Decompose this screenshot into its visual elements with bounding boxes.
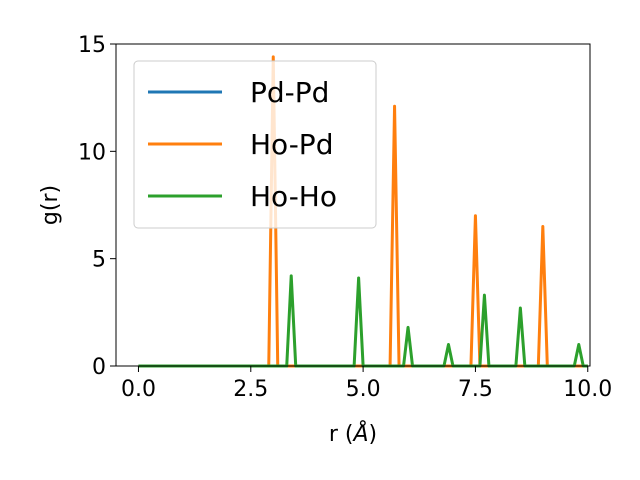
x-tick-label: 7.5 — [458, 377, 493, 402]
series-line-ho-ho — [138, 274, 588, 368]
legend: Pd-Pd Ho-Pd Ho-Ho — [133, 60, 377, 229]
legend-entries: Pd-Pd Ho-Pd Ho-Ho — [148, 76, 337, 213]
y-tick-label: 0 — [92, 355, 106, 380]
x-tick-label: 5.0 — [346, 377, 381, 402]
x-tick-label: 2.5 — [233, 377, 268, 402]
legend-box — [133, 60, 377, 229]
y-axis-label: g(r) — [38, 185, 63, 225]
plot-frame — [115, 43, 591, 367]
legend-label-ho-ho: Ho-Ho — [250, 180, 337, 213]
y-tick-label: 15 — [78, 33, 106, 58]
x-axis: 0.0 2.5 5.0 7.5 10.0 — [121, 366, 612, 402]
y-axis: 0 5 10 15 — [78, 33, 116, 380]
y-tick-label: 5 — [92, 248, 106, 273]
legend-label-pd-pd: Pd-Pd — [250, 76, 329, 109]
x-axis-label: r (Å) — [329, 420, 377, 447]
x-tick-label: 10.0 — [563, 377, 612, 402]
x-tick-label: 0.0 — [121, 377, 156, 402]
legend-label-ho-pd: Ho-Pd — [250, 128, 333, 161]
y-tick-label: 10 — [78, 140, 106, 165]
